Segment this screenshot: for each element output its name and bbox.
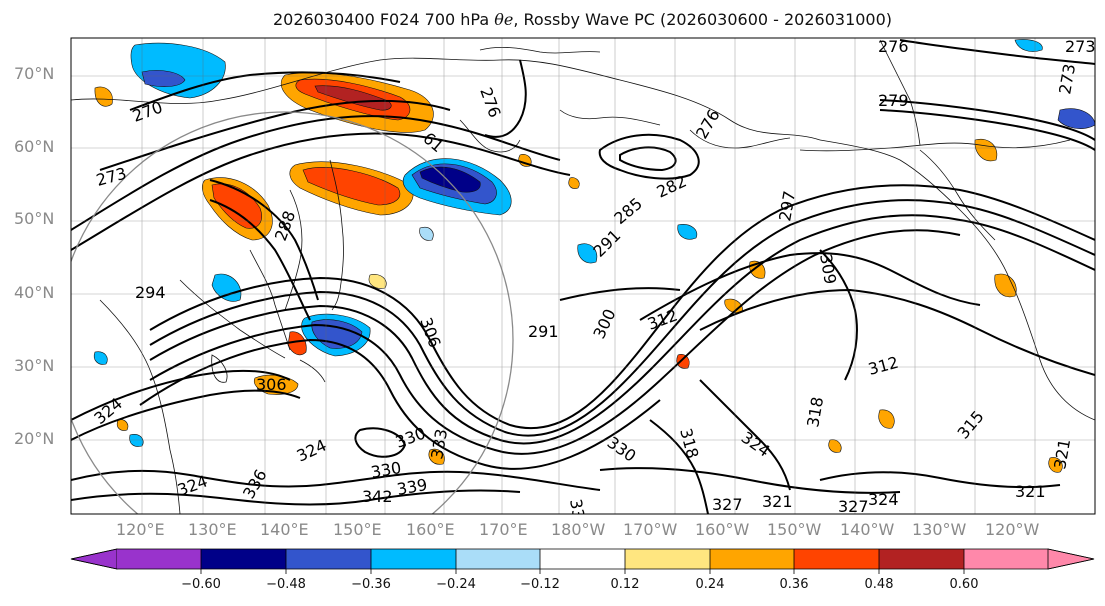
contour-label: 324 xyxy=(868,490,899,509)
contour-label: 321 xyxy=(1015,482,1046,501)
colorbar-tick-label: 0.24 xyxy=(695,577,725,592)
colorbar-tick-label: 0.12 xyxy=(610,577,640,592)
colorbar-outline xyxy=(70,548,1095,570)
contour-label: 279 xyxy=(878,91,909,110)
colorbar-tick-label: 0.48 xyxy=(864,577,894,592)
colorbar-segment xyxy=(286,549,371,569)
colorbar-segment xyxy=(117,549,201,569)
colorbar-tick-label: −0.12 xyxy=(520,577,560,592)
lon-label-140w: 140°W xyxy=(840,520,895,539)
contour-label: 342 xyxy=(362,487,393,506)
lat-label-30n: 30°N xyxy=(14,356,55,375)
lon-label-120e: 120°E xyxy=(116,520,165,539)
contour-label: 294 xyxy=(135,283,166,302)
colorbar-segment xyxy=(625,549,710,569)
colorbar-tick-label: −0.36 xyxy=(351,577,391,592)
colorbar-segment xyxy=(879,549,964,569)
lon-label-150e: 150°E xyxy=(333,520,382,539)
contour-label: 306 xyxy=(256,375,287,394)
colorbar-tick-label: −0.24 xyxy=(436,577,476,592)
lat-label-60n: 60°N xyxy=(14,137,55,156)
lon-label-120w: 120°W xyxy=(985,520,1040,539)
colorbar-extend-low xyxy=(70,548,118,570)
colorbar-tick-label: 0.60 xyxy=(949,577,979,592)
page-title: 2026030400 F024 700 hPa θe, Rossby Wave … xyxy=(272,10,893,29)
contour-label: 333 xyxy=(566,497,590,530)
contour-label: 327 xyxy=(712,495,743,514)
lon-label-170w: 170°W xyxy=(623,520,678,539)
colorbar xyxy=(70,548,1095,574)
lon-label-160w: 160°W xyxy=(695,520,750,539)
region-circle xyxy=(71,111,514,514)
colorbar-tick-label: −0.60 xyxy=(181,577,221,592)
colorbar-segment xyxy=(201,549,286,569)
map-background xyxy=(71,38,1095,514)
lon-label-180w: 180°W xyxy=(551,520,606,539)
lat-label-50n: 50°N xyxy=(14,209,55,228)
lat-label-40n: 40°N xyxy=(14,283,55,302)
lat-label-70n: 70°N xyxy=(14,64,55,83)
colorbar-tick-label: 0.36 xyxy=(779,577,809,592)
lon-label-130e: 130°E xyxy=(188,520,237,539)
contour-label: 273 xyxy=(1065,37,1096,56)
lon-label-160e: 160°E xyxy=(406,520,455,539)
colorbar-extend-high xyxy=(1047,548,1095,570)
lat-label-20n: 20°N xyxy=(14,429,55,448)
colorbar-segment xyxy=(964,549,1048,569)
lon-label-170e: 170°E xyxy=(479,520,528,539)
lon-label-130w: 130°W xyxy=(912,520,967,539)
lon-label-150w: 150°W xyxy=(767,520,822,539)
map-frame xyxy=(70,37,1096,515)
colorbar-segment xyxy=(371,549,456,569)
colorbar-segment xyxy=(540,549,625,569)
colorbar-segment xyxy=(710,549,794,569)
gridlines xyxy=(71,38,1095,514)
colorbar-tick-label: −0.48 xyxy=(266,577,306,592)
colorbar-segment xyxy=(456,549,540,569)
colorbar-segment xyxy=(794,549,879,569)
contour-label: 276 xyxy=(878,37,909,56)
coastlines xyxy=(71,39,1095,514)
contour-label: 327 xyxy=(838,497,869,516)
contour-label: 291 xyxy=(528,322,559,341)
lon-label-140e: 140°E xyxy=(260,520,309,539)
contour-label: 321 xyxy=(762,492,793,511)
